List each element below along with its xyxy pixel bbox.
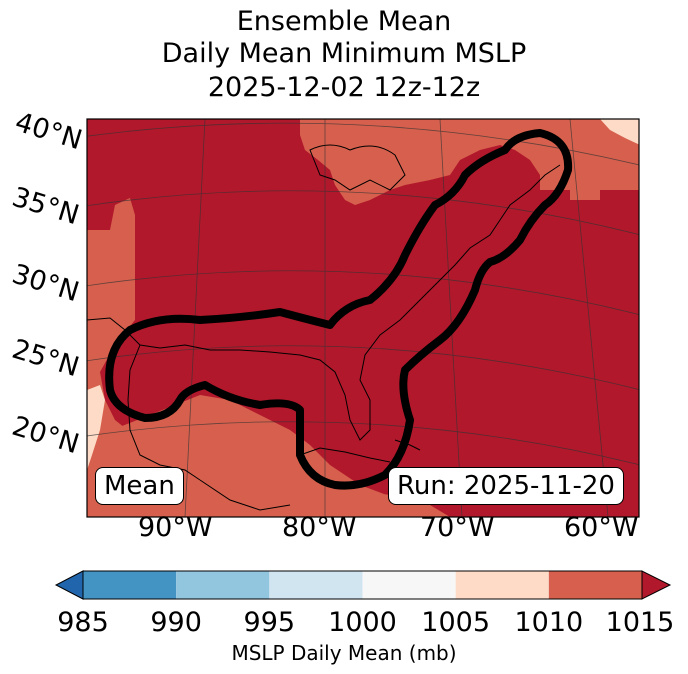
graticule xyxy=(87,119,639,517)
colorbar-tick-label: 990 xyxy=(150,607,202,638)
colorbar-tick-label: 995 xyxy=(243,607,296,638)
colorbar-bin-1000-1005 xyxy=(362,571,456,599)
colorbar-extend-low xyxy=(54,570,84,600)
colorbar-frame xyxy=(82,570,643,600)
lon-label-90w: 90°W xyxy=(138,512,213,543)
mean-label-box: Mean xyxy=(95,467,184,505)
title-line-3: 2025-12-02 12z-12z xyxy=(207,72,481,103)
colorbar-bin-995-1000 xyxy=(269,571,363,599)
colorbar-bin-985-990 xyxy=(83,571,177,599)
title-line-1: Ensemble Mean xyxy=(236,6,452,37)
field-1005-1010-ne xyxy=(600,119,639,145)
colorbar-tick-label: 1015 xyxy=(605,607,675,638)
colorbar-bin-1005-1010 xyxy=(455,571,549,599)
colorbar-label: MSLP Daily Mean (mb) xyxy=(231,641,457,665)
field-1005-1010-sw xyxy=(87,385,105,470)
lon-label-70w: 70°W xyxy=(420,512,495,543)
colorbar-bin-1010-1015 xyxy=(548,571,642,599)
colorbar-tick-label: 1010 xyxy=(514,607,584,638)
colorbar-tick-label: 1000 xyxy=(328,607,397,638)
map-area xyxy=(87,119,639,517)
colorbar-tick-label: 1005 xyxy=(421,607,491,638)
contour-1015 xyxy=(105,129,573,490)
lon-label-80w: 80°W xyxy=(282,512,357,543)
title-line-2: Daily Mean Minimum MSLP xyxy=(161,38,527,69)
colorbar-tick-label: 985 xyxy=(57,607,109,638)
map-frame xyxy=(86,118,640,518)
lon-label-60w: 60°W xyxy=(564,512,639,543)
colorbar-extend-high xyxy=(641,570,672,600)
colorbar-bin-990-995 xyxy=(176,571,270,599)
run-label-box: Run: 2025-11-20 xyxy=(388,467,624,505)
colorbar xyxy=(54,570,672,600)
